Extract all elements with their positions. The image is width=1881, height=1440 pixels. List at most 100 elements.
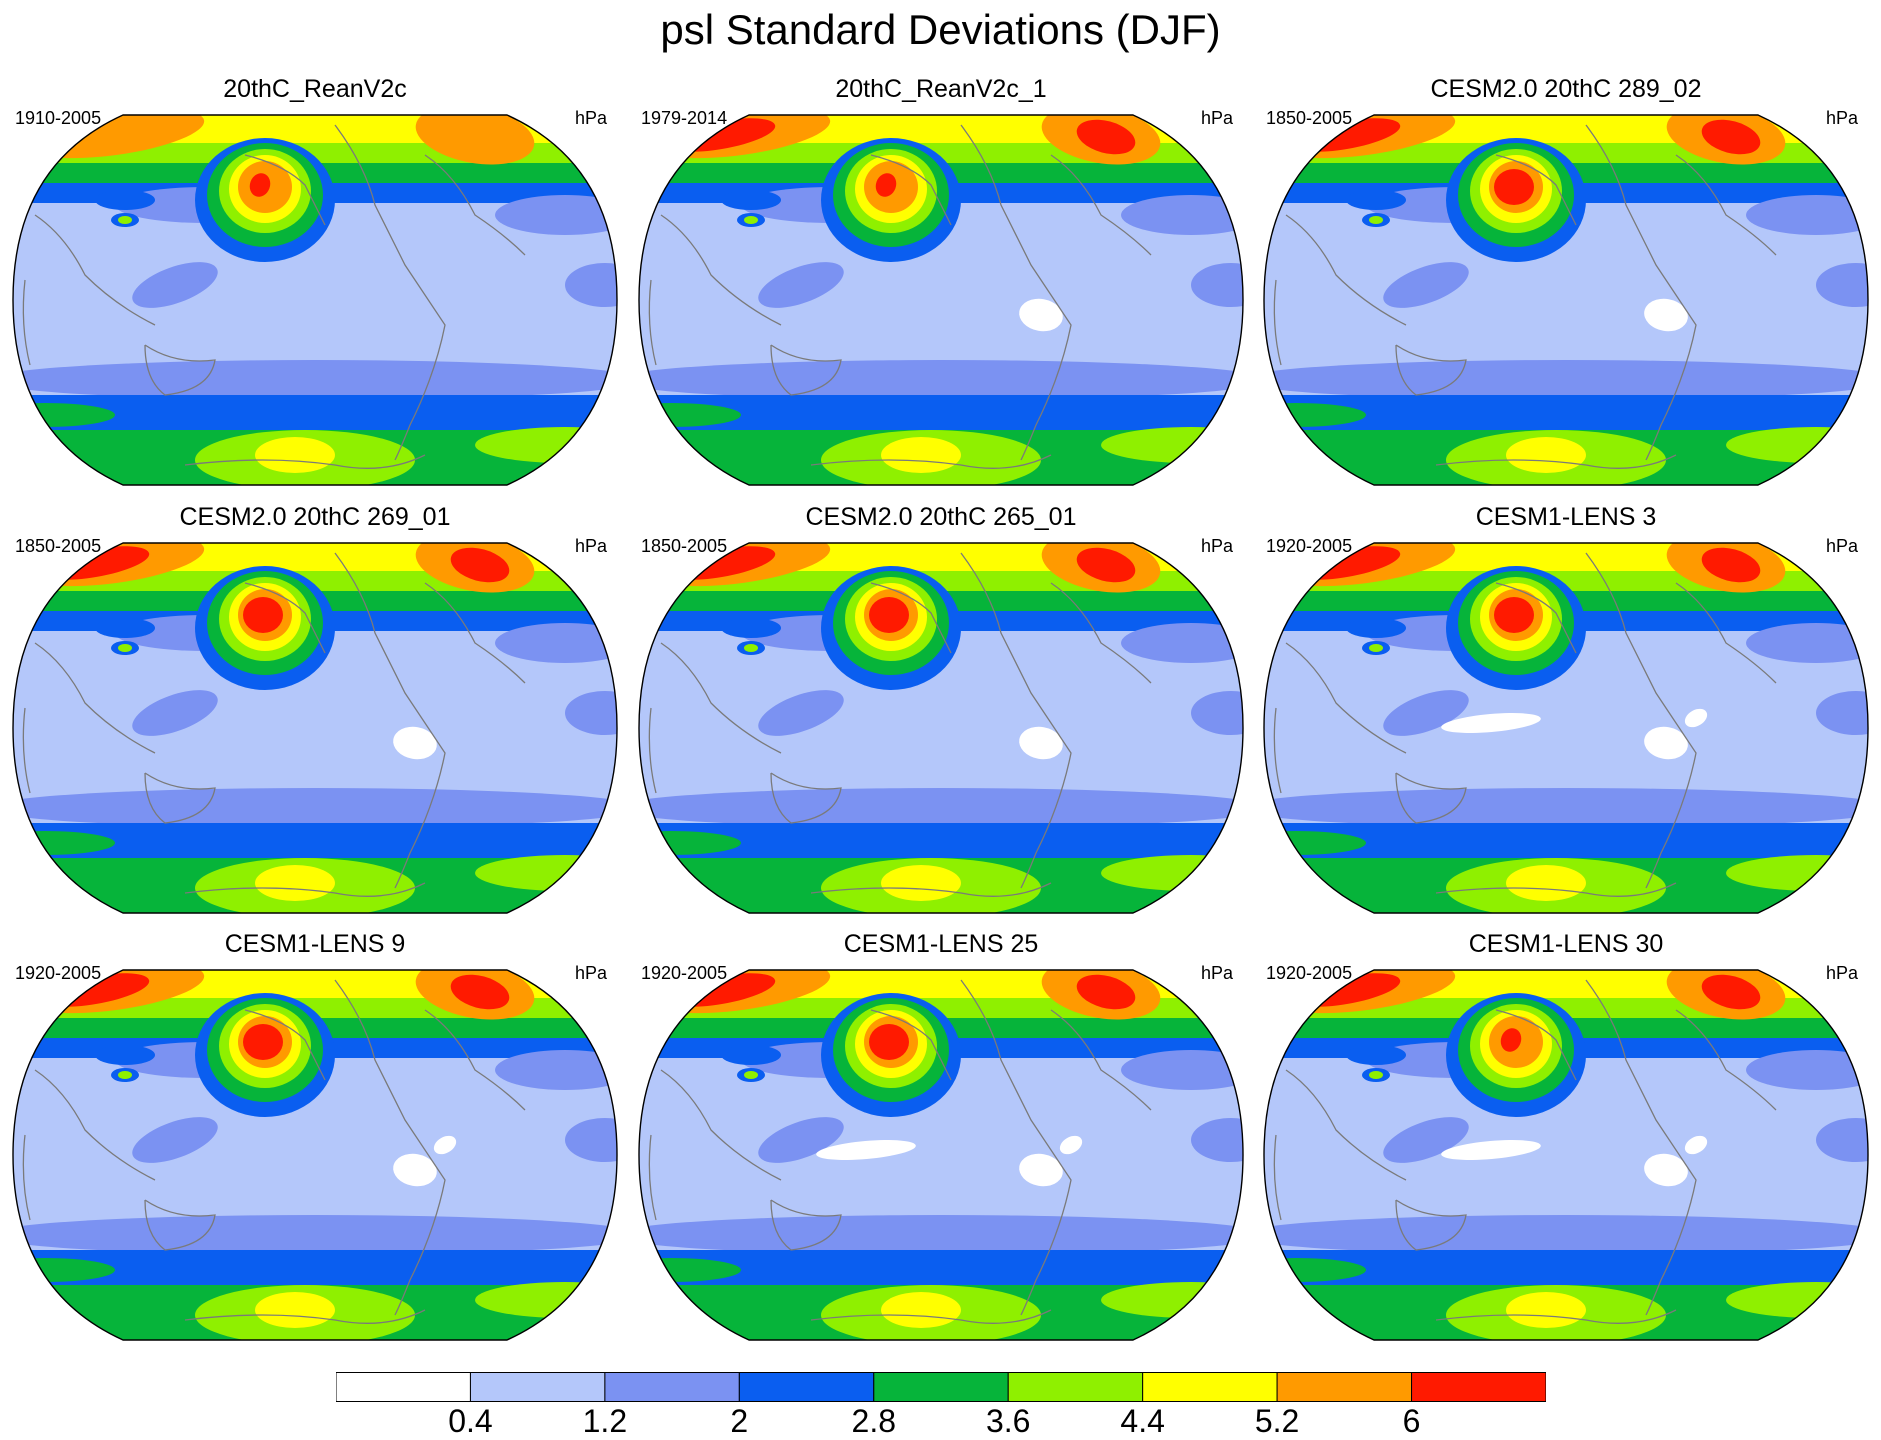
contour-region <box>393 1153 437 1187</box>
coastline <box>648 1134 657 1221</box>
map-panel: CESM1-LENS 30 1920-2005 hPa <box>1256 930 1876 1350</box>
coastline <box>1675 1009 1777 1111</box>
contour-region <box>95 618 155 638</box>
coastline <box>1435 1309 1677 1324</box>
coastline <box>424 582 526 684</box>
contour-region <box>744 644 758 652</box>
contour-region <box>1191 691 1243 735</box>
coastline <box>334 124 446 461</box>
map-panel: 20thC_ReanV2c 1910-2005 hPa <box>5 75 625 495</box>
colorbar-tick-label: 6 <box>1402 1403 1421 1439</box>
contour-region <box>13 1215 617 1255</box>
robinson-map <box>1263 542 1869 914</box>
contour-region <box>639 403 741 427</box>
coastline <box>810 454 1052 469</box>
contour-region <box>13 360 617 400</box>
coastline <box>1273 1134 1282 1221</box>
coastline <box>1285 214 1407 326</box>
contour-region <box>1076 119 1136 155</box>
colorbar-segment <box>1411 1372 1546 1402</box>
coastline <box>1675 154 1777 256</box>
contour-region <box>13 788 617 828</box>
contour-region <box>1019 1153 1063 1187</box>
contour-region <box>816 1140 916 1160</box>
colorbar-segment <box>1276 1372 1413 1402</box>
coastline <box>960 552 1072 889</box>
coastline <box>244 154 326 226</box>
coastline <box>660 642 782 754</box>
coastline <box>244 1009 326 1081</box>
colorbar-segment <box>1007 1372 1144 1402</box>
contour-region <box>132 690 218 736</box>
panel-units: hPa <box>574 108 607 128</box>
contour-region <box>869 597 909 633</box>
contour-region <box>249 173 271 197</box>
contour-region <box>1264 831 1366 855</box>
panel-title: CESM1-LENS 3 <box>1475 503 1657 531</box>
map-panel: CESM2.0 20thC 289_02 1850-2005 hPa <box>1256 75 1876 495</box>
contour-region <box>639 788 1243 828</box>
contour-region <box>1506 1292 1586 1328</box>
contour-region <box>1264 403 1366 427</box>
robinson-map <box>638 114 1244 486</box>
contour-region <box>565 263 617 307</box>
robinson-map <box>1263 969 1869 1341</box>
contour-region <box>1369 216 1383 224</box>
robinson-map <box>638 969 1244 1341</box>
contour-region <box>565 691 617 735</box>
coastline <box>1495 1009 1577 1081</box>
colorbar-segment <box>873 1372 1009 1402</box>
contour-region <box>881 865 961 901</box>
panel-years: 1920-2005 <box>1266 536 1353 556</box>
coastline <box>1435 882 1677 897</box>
map-panel: CESM1-LENS 25 1920-2005 hPa <box>631 930 1251 1350</box>
contour-region <box>744 216 758 224</box>
coastline <box>1675 582 1777 684</box>
coastline <box>770 1199 842 1251</box>
coastline <box>424 1009 526 1111</box>
map-outline <box>12 542 618 914</box>
coastline <box>184 882 426 897</box>
panel-units: hPa <box>1825 963 1858 983</box>
contour-region <box>1369 644 1383 652</box>
coastline <box>1585 124 1697 461</box>
coastline <box>770 344 842 396</box>
coastline <box>770 772 842 824</box>
colorbar-tick-label: 4.4 <box>1120 1403 1165 1439</box>
figure-title: psl Standard Deviations (DJF) <box>660 6 1221 53</box>
contour-region <box>1076 547 1136 583</box>
contour-region <box>1383 1117 1469 1163</box>
coastline <box>334 979 446 1316</box>
colorbar-segment <box>336 1372 471 1402</box>
contour-region <box>1441 1140 1541 1160</box>
panel-units: hPa <box>574 963 607 983</box>
map-panel: CESM2.0 20thC 269_01 1850-2005 hPa <box>5 503 625 923</box>
contour-region <box>1684 708 1708 728</box>
panel-title: CESM2.0 20thC 289_02 <box>1430 75 1702 103</box>
coastline <box>960 979 1072 1316</box>
contour-region <box>875 173 897 197</box>
contour-region <box>639 831 741 855</box>
contour-region <box>1059 1135 1083 1155</box>
coastline <box>1273 707 1282 794</box>
panel-title: 20thC_ReanV2c_1 <box>835 75 1047 103</box>
coastline <box>648 279 657 366</box>
coastline <box>810 1309 1052 1324</box>
coastline <box>244 582 326 654</box>
coastline <box>1495 154 1577 226</box>
map-outline <box>638 114 1244 486</box>
robinson-map <box>638 542 1244 914</box>
panel-title: CESM1-LENS 30 <box>1468 930 1664 958</box>
colorbar-segment <box>738 1372 875 1402</box>
coastline <box>870 582 952 654</box>
contour-region <box>1191 1118 1243 1162</box>
coastline <box>22 1134 31 1221</box>
coastline <box>1395 772 1467 824</box>
coastline <box>1050 1009 1152 1111</box>
coastline <box>1435 454 1677 469</box>
robinson-map <box>12 542 618 914</box>
panel-years: 1920-2005 <box>15 963 102 983</box>
panel-years: 1920-2005 <box>641 963 728 983</box>
contour-region <box>565 1118 617 1162</box>
contour-region <box>758 1117 844 1163</box>
